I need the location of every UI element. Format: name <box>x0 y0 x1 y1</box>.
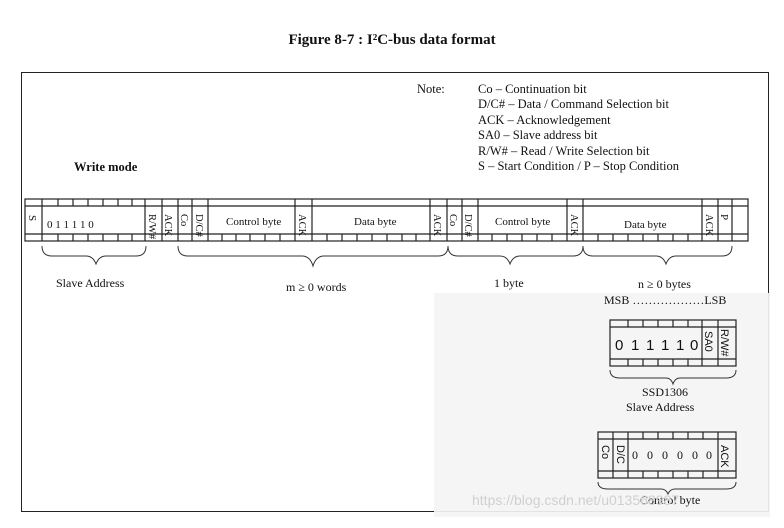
dc-bit: D/C <box>614 445 626 464</box>
device-sub-caption: Slave Address <box>626 400 695 414</box>
note-item: D/C# – Data / Command Selection bit <box>478 97 669 112</box>
control-bit: 0 <box>662 448 668 462</box>
rw-bit: R/W# <box>718 329 730 357</box>
braces <box>41 245 733 268</box>
data-byte-field: Data byte <box>624 219 667 231</box>
note-label: Note: <box>417 82 445 96</box>
control-bit: 0 <box>677 448 683 462</box>
msb-lsb-label: MSB ………………LSB <box>604 293 726 307</box>
control-byte-brace <box>597 481 737 496</box>
slave-bit: 1 <box>676 337 684 354</box>
slave-bit: 1 <box>661 337 669 354</box>
note-item: S – Start Condition / P – Stop Condition <box>478 159 679 174</box>
note-item: SA0 – Slave address bit <box>478 128 598 143</box>
slave-bit: 0 <box>615 337 623 354</box>
control-bit: 0 <box>647 448 653 462</box>
co-bit: Co <box>599 445 611 459</box>
note-item: Co – Continuation bit <box>478 82 587 96</box>
control-bit: 0 <box>692 448 698 462</box>
dc-bit: D/C# <box>462 214 473 238</box>
dc-bit: D/C# <box>193 214 204 238</box>
watermark: https://blog.csdn.net/u013568987 <box>472 492 680 508</box>
ack-bit: ACK <box>431 214 442 237</box>
note-item: R/W# – Read / Write Selection bit <box>478 143 650 158</box>
figure-title: Figure 8-7 : I²C-bus data format <box>288 32 496 48</box>
control-byte-digits: 0 0 0 0 0 0 <box>632 448 712 462</box>
note-list: Co – Continuation bit D/C# – Data / Comm… <box>478 82 679 174</box>
device-name: SSD1306 <box>642 385 688 399</box>
co-bit: Co <box>178 214 189 226</box>
one-byte-caption: 1 byte <box>494 276 524 290</box>
note-item: ACK – Acknowledgement <box>478 112 611 127</box>
ack-bit: ACK <box>568 214 579 237</box>
ack-bit: ACK <box>296 214 307 237</box>
frame-row <box>24 198 749 242</box>
stop-bit: P <box>718 214 730 220</box>
m-words-caption: m ≥ 0 words <box>286 280 347 294</box>
data-byte-field: Data byte <box>354 216 397 228</box>
control-bit: 0 <box>632 448 638 462</box>
slave-address-digits: 0 1 1 1 1 0 <box>615 337 698 354</box>
slave-address-bits: 0 1 1 1 1 0 <box>47 219 94 231</box>
slave-address-brace <box>609 369 737 386</box>
write-mode-label: Write mode <box>74 160 138 174</box>
slave-address-caption: Slave Address <box>56 276 125 290</box>
n-bytes-caption: n ≥ 0 bytes <box>638 277 691 291</box>
control-bit: 0 <box>706 448 712 462</box>
ack-bit: ACK <box>162 214 173 237</box>
control-byte-field: Control byte <box>495 216 550 228</box>
rw-bit: R/W# <box>146 214 157 240</box>
control-byte-field: Control byte <box>226 216 281 228</box>
ack-bit: ACK <box>718 445 730 468</box>
slave-bit: 1 <box>631 337 639 354</box>
slave-address-box <box>609 319 737 367</box>
slave-bit: 0 <box>690 337 698 354</box>
start-bit: S <box>26 215 38 221</box>
diagram-frame <box>21 72 769 512</box>
co-bit: Co <box>447 214 458 226</box>
detail-overlay <box>434 293 770 517</box>
control-byte-caption: Control byte <box>640 493 700 507</box>
sa0-bit: SA0 <box>702 331 714 352</box>
ack-bit: ACK <box>703 214 714 237</box>
slave-bit: 1 <box>646 337 654 354</box>
control-byte-box <box>597 431 737 479</box>
